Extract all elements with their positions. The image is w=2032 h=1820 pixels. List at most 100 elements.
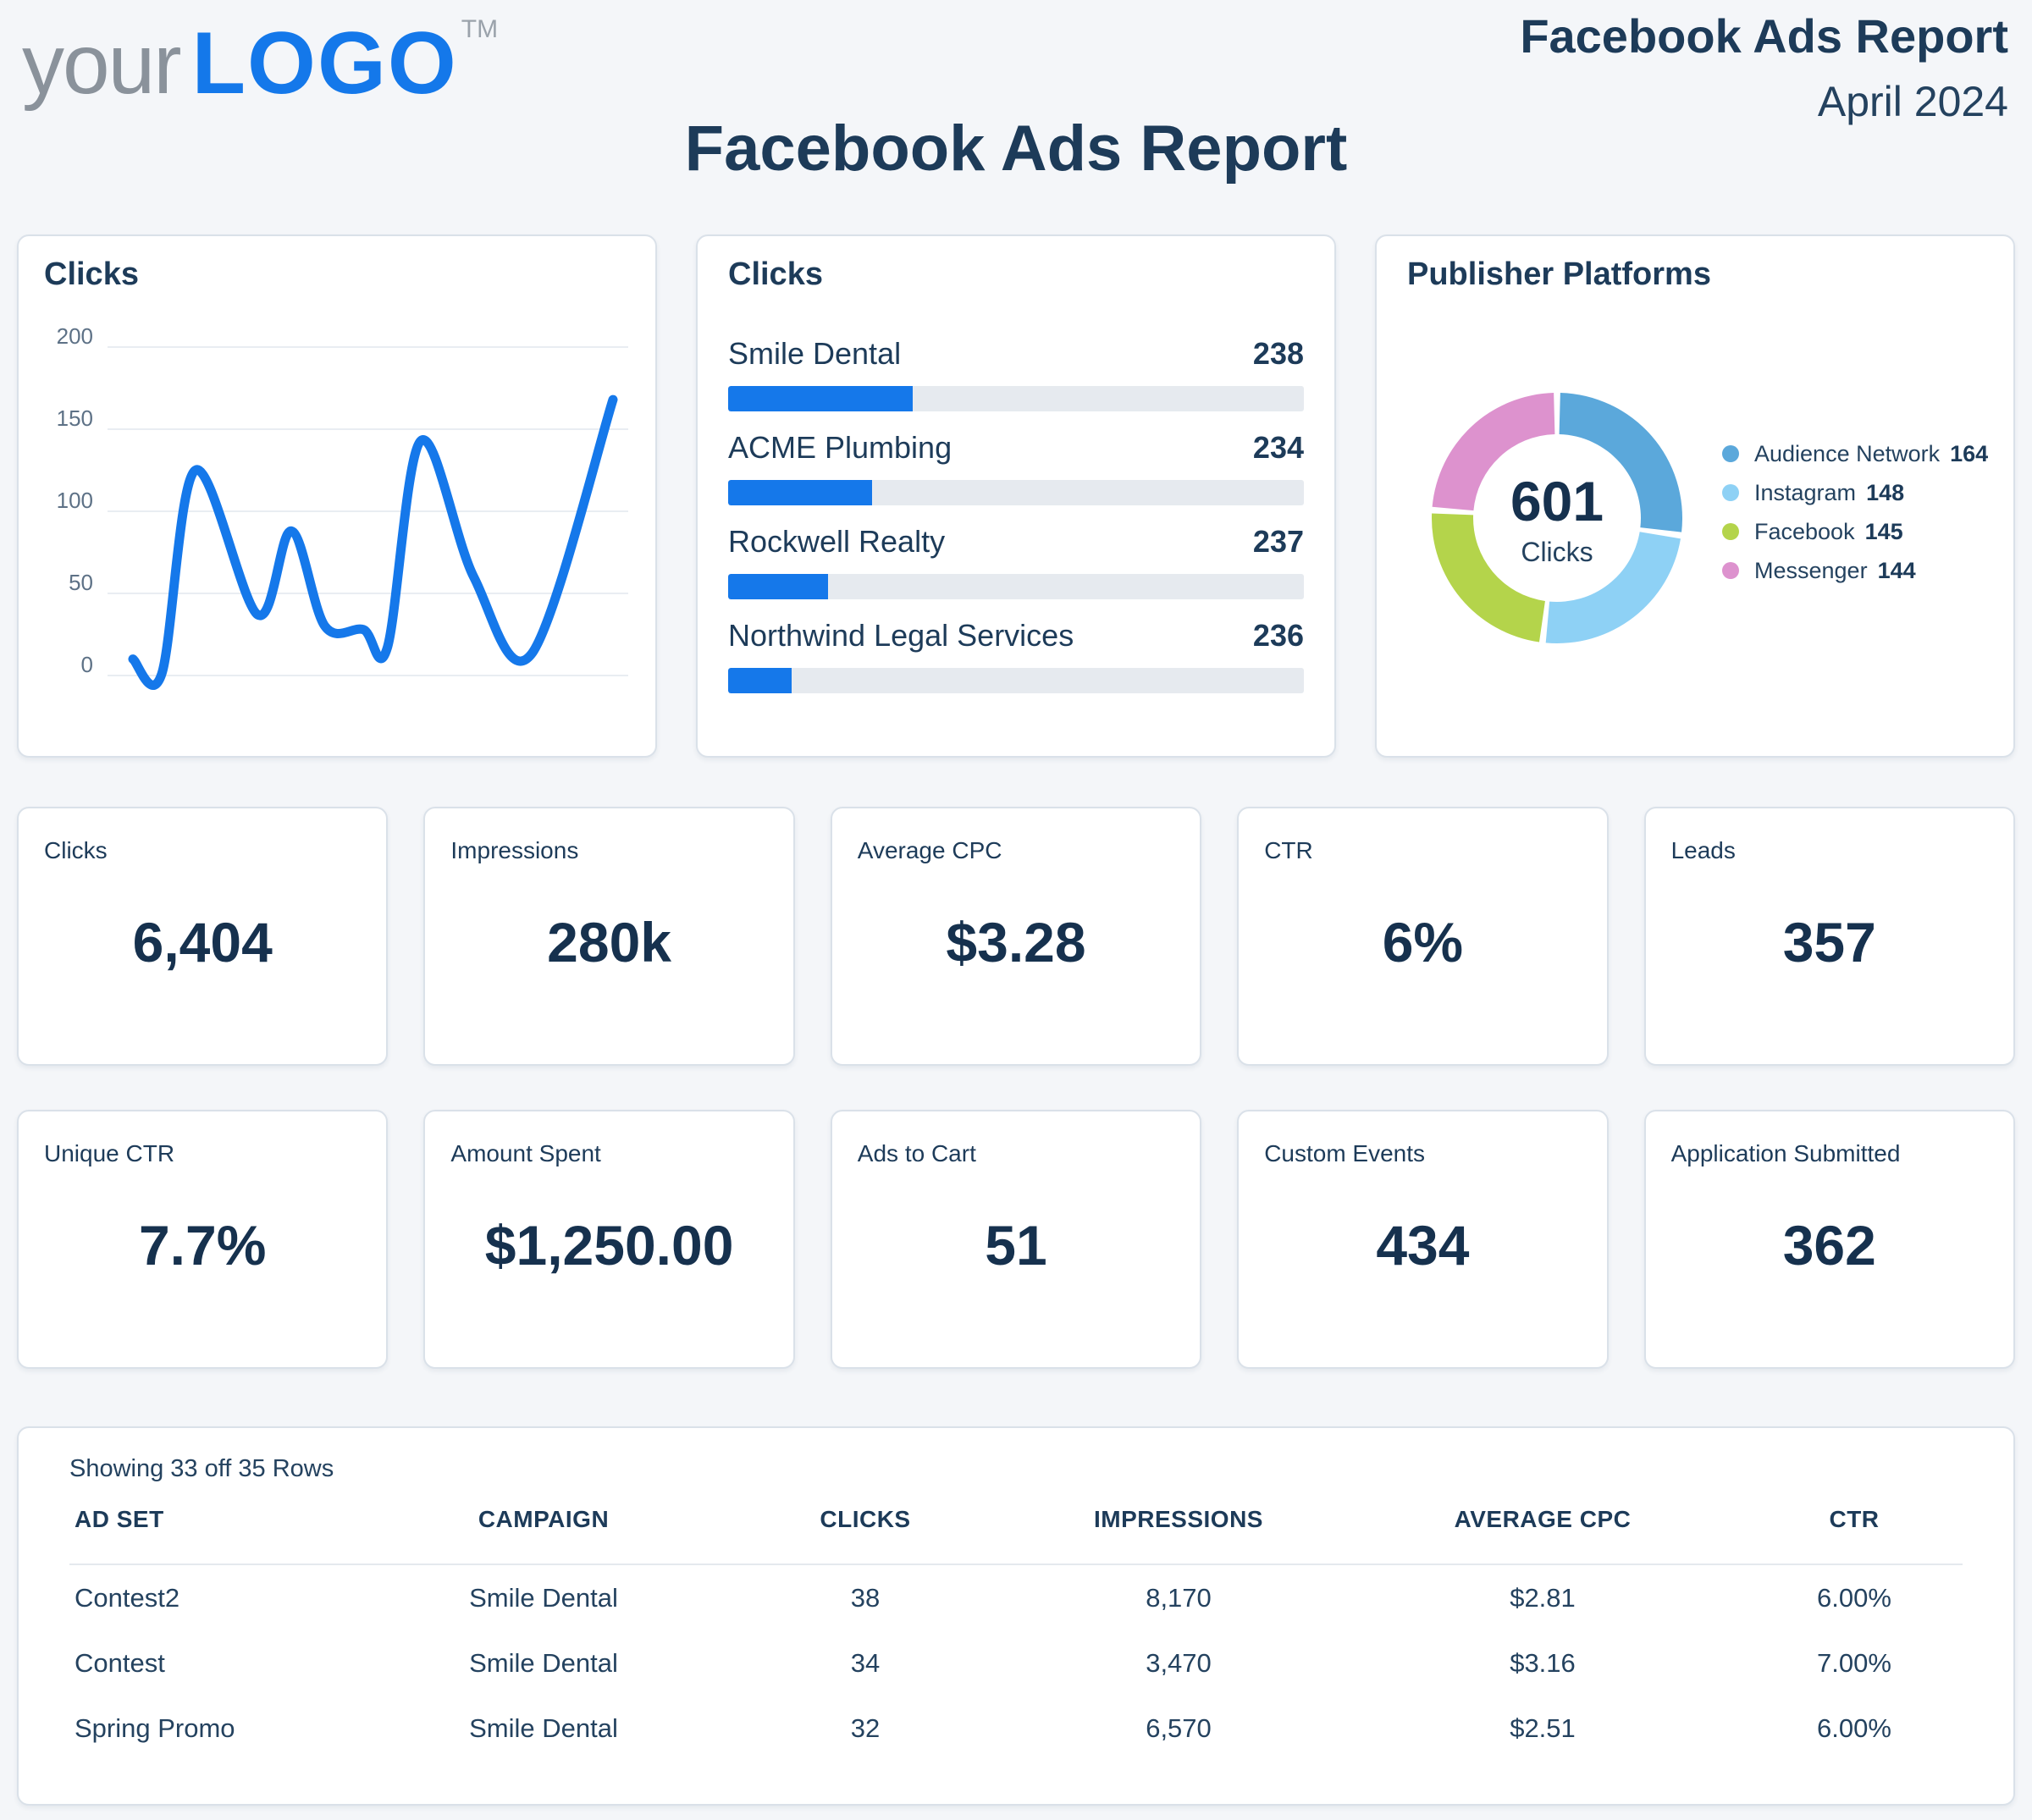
cell-campaign: Smile Dental [469, 1712, 618, 1743]
donut-segment [1432, 393, 1555, 511]
cell-ad-set: Spring Promo [75, 1712, 235, 1743]
table-row-count-summary: Showing 33 off 35 Rows [69, 1455, 334, 1482]
legend-label: Instagram [1754, 479, 1857, 505]
bar-label: Northwind Legal Services [728, 618, 1074, 653]
clicks-line-chart: 200 150 100 50 0 [57, 323, 628, 690]
kpi-card-ctr: CTR 6% [1237, 807, 1609, 1066]
clicks-line-title: Clicks [44, 256, 139, 292]
kpi-card-impressions: Impressions 280k [423, 807, 795, 1066]
bar-value: 238 [1252, 336, 1304, 371]
donut-legend: Audience Network 164 Instagram 148 Faceb… [1722, 434, 1988, 590]
clicks-bars-panel: Clicks Smile Dental 238 ACME Plumbing 23… [696, 234, 1336, 758]
kpi-label: CTR [1264, 837, 1313, 863]
cell-clicks: 34 [850, 1647, 881, 1678]
y-axis-tick-label: 200 [57, 323, 93, 349]
publisher-platforms-donut [1432, 393, 1682, 643]
cell-impressions: 3,470 [1146, 1647, 1212, 1678]
bar-value: 236 [1252, 618, 1304, 653]
bar-value: 234 [1252, 430, 1304, 465]
bar-fill [728, 480, 872, 505]
clicks-bars-title: Clicks [728, 256, 823, 292]
bar-track [728, 386, 1304, 411]
donut-segment [1545, 532, 1681, 643]
bar-fill [728, 574, 828, 599]
bar-fill [728, 386, 913, 411]
kpi-card-amount-spent: Amount Spent $1,250.00 [423, 1110, 795, 1369]
publisher-platforms-title: Publisher Platforms [1407, 256, 1711, 292]
kpi-card-application-submitted: Application Submitted 362 [1643, 1110, 2015, 1369]
logo-prefix: your [22, 17, 182, 112]
kpi-value: $3.28 [946, 911, 1086, 973]
kpi-label: Clicks [44, 837, 108, 863]
kpi-row-1: Clicks 6,404 Impressions 280k Average CP… [17, 807, 2015, 1066]
legend-value: 144 [1877, 557, 1916, 583]
cell-ctr: 7.00% [1817, 1647, 1891, 1678]
brand-logo: your LOGO TM [22, 14, 498, 114]
bar-row: Rockwell Realty 237 [728, 523, 1304, 599]
kpi-value: $1,250.00 [484, 1214, 734, 1277]
legend-dot [1722, 445, 1739, 462]
kpi-label: Average CPC [857, 837, 1002, 863]
kpi-label: Amount Spent [450, 1140, 601, 1166]
table-row: Contest Smile Dental 34 3,470 $3.16 7.00… [69, 1630, 1963, 1696]
bar-track [728, 480, 1304, 505]
bar-row: Northwind Legal Services 236 [728, 617, 1304, 693]
legend-item: Facebook 145 [1722, 512, 1988, 551]
bar-track [728, 574, 1304, 599]
page-title: Facebook Ads Report [684, 113, 1348, 185]
kpi-label: Ads to Cart [857, 1140, 976, 1166]
cell-ctr: 6.00% [1817, 1582, 1891, 1613]
cell-ad-set: Contest [75, 1647, 165, 1678]
kpi-value: 280k [547, 911, 671, 973]
legend-value: 145 [1864, 518, 1903, 544]
donut-center: 601 Clicks [1413, 374, 1701, 662]
kpi-card-unique-ctr: Unique CTR 7.7% [17, 1110, 389, 1369]
publisher-platforms-panel: Publisher Platforms 601 Clicks Audience … [1375, 234, 2015, 758]
kpi-label: Application Submitted [1670, 1140, 1901, 1166]
legend-label: Audience Network [1754, 440, 1941, 466]
column-header-campaign: CAMPAIGN [478, 1506, 610, 1532]
kpi-card-custom-events: Custom Events 434 [1237, 1110, 1609, 1369]
cell-campaign: Smile Dental [469, 1647, 618, 1678]
cell-impressions: 8,170 [1146, 1582, 1212, 1613]
y-axis-tick-label: 50 [69, 570, 93, 595]
bar-fill [728, 668, 792, 693]
clicks-line-panel: Clicks 200 150 100 50 0 [17, 234, 657, 758]
kpi-label: Leads [1670, 837, 1736, 863]
table-row: Spring Promo Smile Dental 32 6,570 $2.51… [69, 1696, 1963, 1761]
y-axis-tick-label: 0 [81, 652, 93, 677]
bar-row: Smile Dental 238 [728, 335, 1304, 411]
kpi-value: 7.7% [138, 1214, 267, 1277]
donut-segment [1432, 513, 1545, 643]
cell-ad-set: Contest2 [75, 1582, 180, 1613]
column-header-average-cpc: AVERAGE CPC [1454, 1506, 1632, 1532]
kpi-card-ads-to-cart: Ads to Cart 51 [830, 1110, 1202, 1369]
column-header-ctr: CTR [1829, 1506, 1880, 1532]
bar-row: ACME Plumbing 234 [728, 429, 1304, 505]
kpi-label: Custom Events [1264, 1140, 1426, 1166]
legend-label: Facebook [1754, 518, 1855, 544]
cell-ctr: 6.00% [1817, 1712, 1891, 1743]
cell-impressions: 6,570 [1146, 1712, 1212, 1743]
kpi-label: Unique CTR [44, 1140, 175, 1166]
clicks-line-series [128, 394, 618, 690]
column-header-clicks: CLICKS [820, 1506, 911, 1532]
legend-label: Messenger [1754, 557, 1868, 583]
top-panels-row: Clicks 200 150 100 50 0 Clicks Smile Dental … [17, 234, 2015, 758]
kpi-card-clicks: Clicks 6,404 [17, 807, 389, 1066]
cell-campaign: Smile Dental [469, 1582, 618, 1613]
ad-set-table-panel: Showing 33 off 35 Rows AD SET CAMPAIGN C… [17, 1426, 2015, 1806]
cell-clicks: 38 [850, 1582, 881, 1613]
bar-value: 237 [1252, 524, 1304, 559]
y-axis-tick-label: 100 [57, 488, 93, 513]
legend-item: Instagram 148 [1722, 473, 1988, 512]
logo-text: LOGO [191, 14, 458, 113]
cell-clicks: 32 [850, 1712, 881, 1743]
bar-label: Smile Dental [728, 336, 902, 371]
legend-dot [1722, 523, 1739, 540]
column-header-ad-set: AD SET [75, 1506, 164, 1532]
y-axis-tick-label: 150 [57, 405, 93, 431]
cell-average-cpc: $3.16 [1510, 1647, 1576, 1678]
kpi-card-leads: Leads 357 [1643, 807, 2015, 1066]
